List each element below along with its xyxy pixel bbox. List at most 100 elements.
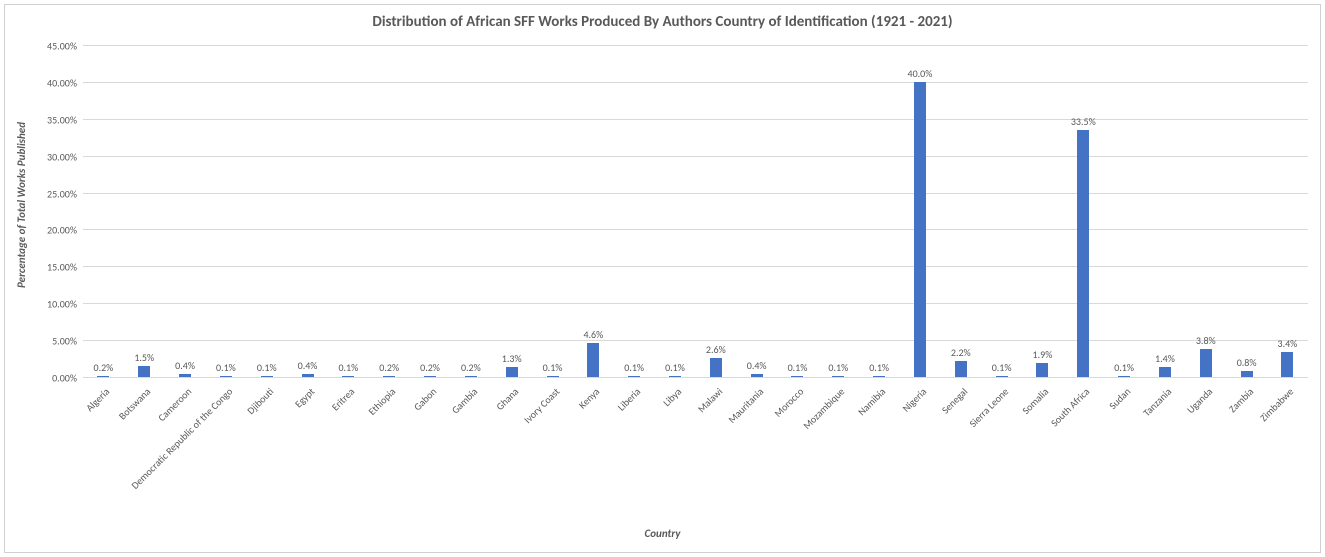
y-tick-label: 45.00% <box>47 40 77 53</box>
y-axis-title: Percentage of Total Works Published <box>15 122 28 288</box>
bar: 0.4% <box>179 374 191 377</box>
x-tick-label: Malawi <box>695 385 725 415</box>
bar-data-label: 0.1% <box>828 361 848 374</box>
bar: 1.4% <box>1159 367 1171 377</box>
bar: 4.6% <box>587 343 599 377</box>
bar-data-label: 0.1% <box>665 361 685 374</box>
bar: 0.1% <box>220 376 232 377</box>
bar: 1.9% <box>1036 363 1048 377</box>
chart-container: Distribution of African SFF Works Produc… <box>4 4 1321 553</box>
y-tick-label: 30.00% <box>47 150 77 163</box>
x-tick-label: Djibouti <box>244 385 276 417</box>
bar-data-label: 33.5% <box>1071 115 1096 128</box>
bar-slot: 4.6% <box>573 45 614 377</box>
bar-slot: 0.2% <box>369 45 410 377</box>
x-tick-label: Mozambique <box>801 385 848 432</box>
bar: 1.5% <box>138 366 150 377</box>
bar-slot: 2.6% <box>695 45 736 377</box>
y-tick-label: 25.00% <box>47 187 77 200</box>
bar-slot: 0.1% <box>328 45 369 377</box>
bar-data-label: 0.1% <box>1114 361 1134 374</box>
x-tick-label: Eritrea <box>329 385 357 413</box>
y-tick-label: 35.00% <box>47 113 77 126</box>
bar-slot: 0.2% <box>450 45 491 377</box>
bar-slot: 0.8% <box>1226 45 1267 377</box>
bar: 0.8% <box>1241 371 1253 377</box>
bar: 3.8% <box>1200 349 1212 377</box>
bar-data-label: 0.1% <box>338 361 358 374</box>
bar-data-label: 0.1% <box>869 361 889 374</box>
bar-data-label: 0.1% <box>788 361 808 374</box>
bar-data-label: 0.2% <box>461 361 481 374</box>
bar: 0.1% <box>342 376 354 377</box>
bar-slot: 0.2% <box>83 45 124 377</box>
bar-data-label: 0.2% <box>420 361 440 374</box>
bar-slot: 33.5% <box>1063 45 1104 377</box>
bar-slot: 1.5% <box>124 45 165 377</box>
bar-data-label: 0.1% <box>257 361 277 374</box>
bar-data-label: 0.2% <box>94 361 114 374</box>
x-tick-label: Libya <box>660 385 684 409</box>
bar-data-label: 4.6% <box>583 328 603 341</box>
bar: 0.1% <box>628 376 640 377</box>
bar-slot: 0.1% <box>205 45 246 377</box>
bar-slot: 0.1% <box>1104 45 1145 377</box>
bar-data-label: 0.1% <box>543 361 563 374</box>
bar-slot: 3.8% <box>1185 45 1226 377</box>
bar-slot: 0.1% <box>818 45 859 377</box>
bar: 0.1% <box>996 376 1008 377</box>
x-tick-label: Uganda <box>1184 385 1215 416</box>
bar-data-label: 2.6% <box>706 343 726 356</box>
bar-slot: 0.4% <box>287 45 328 377</box>
bar: 0.1% <box>261 376 273 377</box>
x-tick-label: Mauritania <box>725 385 766 426</box>
bar: 40.0% <box>914 82 926 377</box>
bar: 0.4% <box>302 374 314 377</box>
x-tick-label: Senegal <box>939 385 970 416</box>
bar-data-label: 40.0% <box>908 67 933 80</box>
bar: 0.1% <box>669 376 681 377</box>
bar: 0.1% <box>832 376 844 377</box>
bar-slot: 0.1% <box>655 45 696 377</box>
x-tick-label: Ghana <box>493 385 521 413</box>
bar-data-label: 3.4% <box>1278 337 1298 350</box>
x-tick-label: Algeria <box>83 385 112 414</box>
bar-slot: 1.9% <box>1022 45 1063 377</box>
bar: 0.1% <box>791 376 803 377</box>
bar: 0.2% <box>383 376 395 377</box>
x-tick-label: Egypt <box>292 385 317 410</box>
bar: 0.2% <box>465 376 477 377</box>
x-tick-label: Zimbabwe <box>1258 385 1297 424</box>
bar-data-label: 0.4% <box>747 359 767 372</box>
bar-slot: 1.3% <box>491 45 532 377</box>
bar: 1.3% <box>506 367 518 377</box>
bar-slot: 0.1% <box>777 45 818 377</box>
bar-slot: 0.2% <box>410 45 451 377</box>
bar-data-label: 1.4% <box>1155 352 1175 365</box>
bar: 0.2% <box>97 376 109 377</box>
bar-data-label: 0.1% <box>992 361 1012 374</box>
bar-data-label: 2.2% <box>951 346 971 359</box>
bar: 0.4% <box>751 374 763 377</box>
bar-slot: 0.1% <box>532 45 573 377</box>
y-tick-label: 10.00% <box>47 298 77 311</box>
bar: 2.2% <box>955 361 967 377</box>
bar-slot: 40.0% <box>900 45 941 377</box>
x-tick-label: Sierra Leone <box>966 385 1011 430</box>
bar-slot: 0.1% <box>614 45 655 377</box>
bar-slot: 0.4% <box>736 45 777 377</box>
y-tick-label: 20.00% <box>47 224 77 237</box>
bar-slot: 0.1% <box>246 45 287 377</box>
x-axis-title: Country <box>5 527 1320 540</box>
bar-slot: 0.1% <box>981 45 1022 377</box>
bar-data-label: 0.8% <box>1237 356 1257 369</box>
bar: 33.5% <box>1077 130 1089 377</box>
y-tick-label: 40.00% <box>47 76 77 89</box>
chart-title: Distribution of African SFF Works Produc… <box>5 5 1320 31</box>
x-tick-label: Gambia <box>449 385 480 416</box>
x-tick-label: Namibia <box>855 385 888 418</box>
bar-data-label: 0.1% <box>624 361 644 374</box>
bar-data-label: 1.5% <box>134 351 154 364</box>
x-tick-label: Zambia <box>1226 385 1256 415</box>
bar: 0.1% <box>547 376 559 377</box>
